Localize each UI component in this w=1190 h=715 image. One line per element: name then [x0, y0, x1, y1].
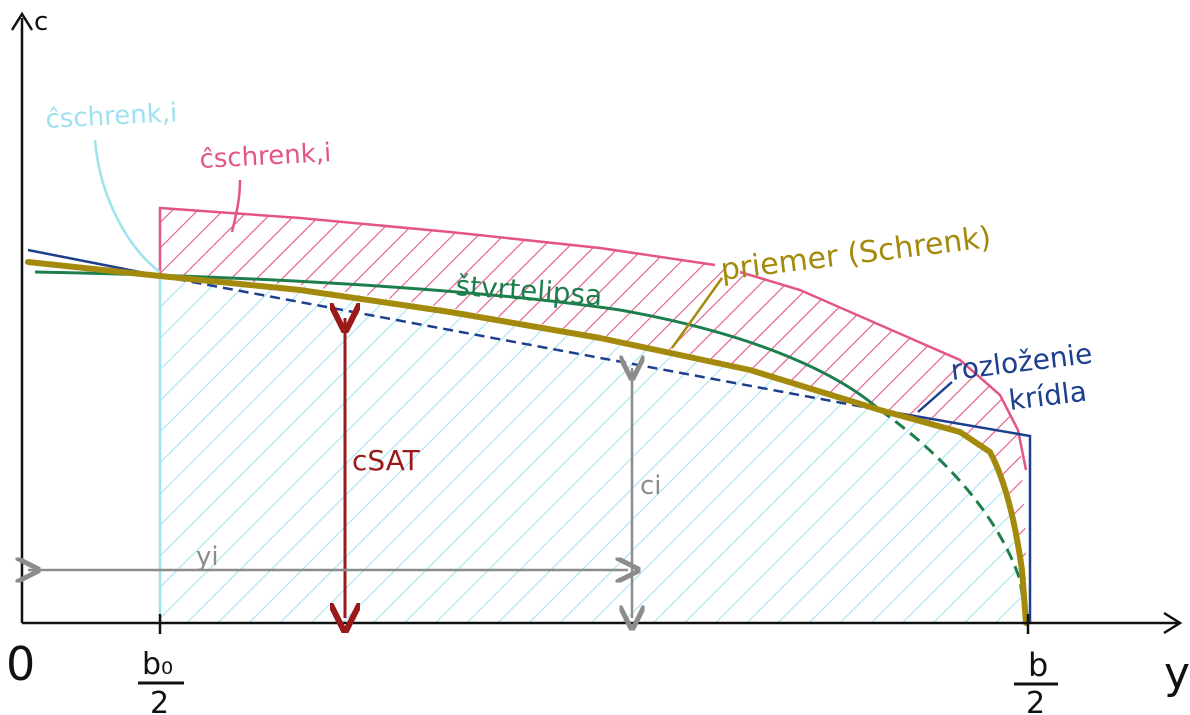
label-y-i: yi [196, 542, 219, 572]
label-c-schrenk-cyan: ĉschrenk,i [45, 98, 178, 135]
tick-b0-numerator: b₀ [142, 647, 173, 682]
pink-label-leader [230, 179, 242, 233]
cyan-label-leader [93, 139, 161, 274]
pink-upper-boundary-right [739, 270, 1028, 471]
schrenk-area-cyan [160, 276, 1026, 623]
label-c-i: ci [640, 471, 662, 501]
x-axis-arrow [1163, 611, 1183, 635]
tick-b0-denominator: 2 [150, 686, 169, 715]
wing-distribution-dashed [159, 274, 881, 412]
x-axis-label: y [1164, 648, 1190, 699]
tick-b-numerator: b [1028, 646, 1048, 684]
label-c-sat: cSAT [352, 444, 421, 477]
origin-label: 0 [6, 637, 35, 691]
quarter-ellipse-dashed [879, 408, 1028, 621]
label-wing-distribution-line2: krídla [1007, 375, 1089, 417]
y-axis-arrow [10, 11, 34, 31]
mean-schrenk-curve [25, 259, 1029, 626]
label-c-schrenk-pink: ĉschrenk,i [199, 138, 332, 175]
gold-label-leader [670, 277, 724, 349]
y-axis-label: c [34, 7, 48, 37]
tick-b-denominator: 2 [1026, 686, 1045, 715]
pink-upper-boundary [158, 206, 716, 276]
blue-label-leader [917, 381, 953, 413]
wing-distribution-tip [879, 408, 1032, 623]
label-mean-schrenk: priemer (Schrenk) [719, 220, 993, 288]
schrenk-area-pink [160, 208, 1026, 623]
